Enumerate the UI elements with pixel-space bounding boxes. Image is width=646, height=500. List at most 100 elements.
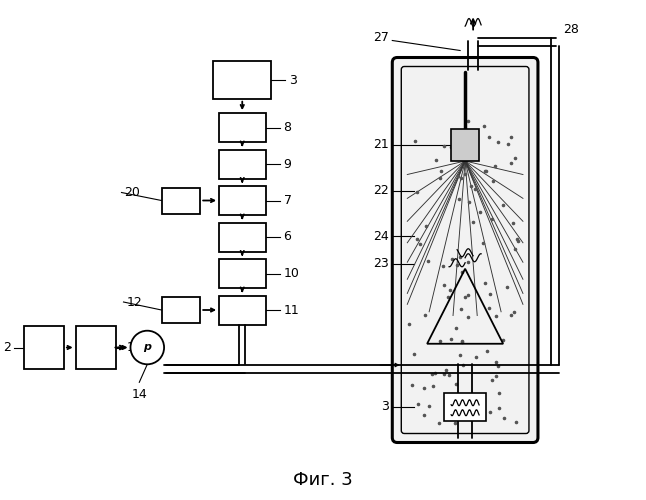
Point [491, 358, 501, 366]
Point [514, 238, 524, 246]
Point [487, 215, 497, 223]
Point [508, 220, 519, 228]
Point [463, 313, 473, 321]
Point [494, 388, 504, 396]
Text: 14: 14 [131, 388, 147, 402]
Text: 9: 9 [284, 158, 291, 170]
Point [503, 140, 514, 147]
Point [456, 412, 466, 420]
Point [435, 336, 445, 344]
Point [454, 196, 464, 203]
Point [455, 306, 466, 314]
Point [512, 234, 522, 242]
Point [509, 308, 519, 316]
Point [457, 338, 467, 346]
Bar [162, 297, 200, 323]
Point [471, 353, 481, 361]
Text: 3: 3 [381, 400, 390, 413]
Point [493, 138, 503, 146]
Text: 1: 1 [127, 341, 134, 354]
Point [441, 366, 451, 374]
Text: 22: 22 [373, 184, 390, 198]
Point [419, 411, 430, 419]
Point [446, 256, 457, 264]
Point [421, 222, 431, 230]
Point [456, 338, 466, 345]
Point [404, 320, 415, 328]
Point [439, 142, 449, 150]
Point [428, 382, 438, 390]
Point [470, 185, 481, 193]
Bar [219, 259, 266, 288]
Point [439, 370, 450, 378]
Point [435, 174, 445, 182]
Point [510, 245, 521, 253]
Text: 21: 21 [373, 138, 390, 151]
Text: 11: 11 [284, 304, 299, 316]
Text: 27: 27 [373, 31, 390, 44]
Point [493, 362, 503, 370]
Point [439, 281, 449, 289]
Point [450, 419, 461, 427]
Point [497, 201, 508, 209]
Bar [162, 188, 200, 214]
Point [455, 253, 465, 261]
Text: 12: 12 [127, 296, 142, 308]
Point [479, 122, 489, 130]
Point [413, 400, 423, 408]
Bar [451, 129, 479, 161]
Point [430, 156, 441, 164]
Text: 6: 6 [284, 230, 291, 243]
Point [477, 239, 488, 247]
Bar [219, 222, 266, 252]
Point [475, 208, 485, 216]
Point [424, 402, 435, 410]
Point [481, 166, 491, 174]
Point [502, 283, 512, 291]
Text: 28: 28 [563, 23, 579, 36]
Text: 20: 20 [125, 186, 140, 199]
Point [460, 292, 470, 300]
Point [463, 290, 473, 298]
Point [422, 258, 433, 266]
Point [487, 376, 497, 384]
Point [484, 304, 495, 312]
Text: 10: 10 [284, 267, 299, 280]
Text: 3: 3 [289, 74, 297, 86]
Point [412, 188, 422, 196]
Point [468, 218, 479, 226]
Text: 23: 23 [373, 257, 390, 270]
Circle shape [130, 330, 164, 364]
Point [483, 133, 494, 141]
Text: 2: 2 [3, 341, 11, 354]
Point [494, 404, 505, 412]
Point [491, 312, 501, 320]
Point [477, 410, 488, 418]
FancyBboxPatch shape [401, 66, 529, 434]
Point [446, 335, 456, 343]
Point [415, 240, 425, 248]
Point [409, 350, 419, 358]
Point [457, 361, 468, 369]
Point [485, 290, 495, 298]
Point [499, 414, 509, 422]
Point [463, 258, 473, 266]
Point [436, 168, 446, 175]
Text: 24: 24 [373, 230, 390, 242]
Bar [219, 296, 266, 324]
Point [444, 371, 454, 379]
Point [443, 293, 453, 301]
Point [506, 132, 516, 140]
Point [457, 268, 468, 276]
Point [445, 286, 455, 294]
Point [488, 177, 498, 185]
Point [465, 182, 475, 190]
Bar [219, 186, 266, 215]
Point [480, 280, 490, 287]
Point [438, 262, 448, 270]
Text: Фиг. 3: Фиг. 3 [293, 471, 353, 489]
Point [419, 384, 429, 392]
Point [498, 336, 508, 344]
Point [460, 170, 470, 177]
Point [427, 370, 437, 378]
